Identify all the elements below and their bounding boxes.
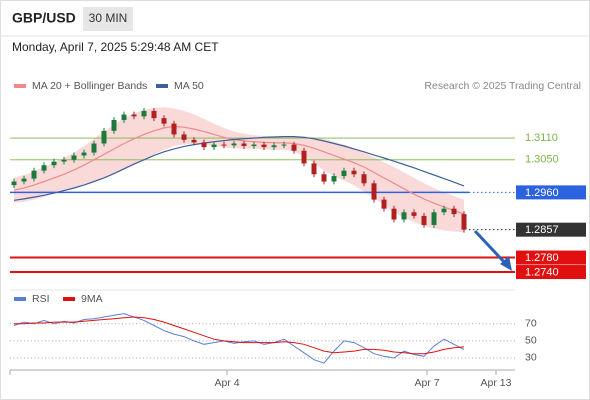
legend-swatch	[14, 84, 26, 88]
candle-body	[401, 212, 407, 220]
candle-body	[121, 114, 127, 120]
candle-body	[111, 119, 117, 131]
arrow-head	[500, 256, 512, 271]
legend-swatch	[156, 84, 168, 88]
candle-body	[151, 110, 157, 119]
candle-body	[131, 114, 137, 117]
candle-body	[421, 215, 427, 225]
candle-body	[91, 143, 97, 153]
level-label: 1.2857	[525, 224, 559, 236]
candle-body	[321, 174, 327, 182]
x-tick-label: Apr 7	[414, 377, 439, 389]
candle-body	[291, 144, 297, 151]
level-box	[516, 185, 586, 200]
ma-line	[13, 136, 465, 201]
source: Research © 2025 Trading Central	[424, 80, 581, 92]
candle-body	[411, 212, 417, 216]
rsi-tick-label: 30	[525, 352, 537, 364]
candle-body	[71, 155, 77, 160]
candle-body	[381, 199, 387, 209]
rsi-line	[14, 316, 465, 355]
candle-body	[191, 139, 197, 143]
candle-body	[81, 152, 87, 156]
candle-body	[61, 159, 67, 162]
candle-body	[51, 161, 57, 166]
candle-body	[41, 165, 47, 171]
bollinger-band	[14, 107, 464, 233]
candle-body	[21, 178, 27, 182]
legend-swatch	[14, 297, 26, 301]
candle-body	[451, 208, 457, 215]
candle-body	[361, 174, 367, 184]
legend-label: MA 20 + Bollinger Bands	[32, 80, 147, 92]
candle-body	[201, 142, 207, 148]
candle-body	[101, 130, 107, 144]
candle-body	[171, 123, 177, 135]
candle-body	[211, 144, 217, 148]
level-label: 1.2960	[525, 187, 559, 199]
candle-body	[231, 143, 237, 146]
legend-label: MA 50	[174, 80, 204, 92]
candle-body	[431, 212, 437, 225]
ma-line	[13, 125, 465, 215]
candle-body	[181, 134, 187, 140]
candle-body	[461, 214, 467, 230]
interval-box	[83, 7, 133, 31]
candle-body	[301, 150, 307, 164]
forecast-arrow	[473, 229, 508, 266]
candle-body	[351, 170, 357, 175]
level-box	[516, 250, 586, 265]
candle-body	[221, 144, 227, 146]
symbol: GBP/USD	[12, 10, 76, 26]
plot: MA 20 + Bollinger Bands MA 50 RSI 9MA Apr 4 A…	[9, 80, 586, 389]
level-box	[516, 222, 586, 237]
candle-body	[341, 170, 347, 177]
candle-body	[261, 144, 267, 148]
candle-body	[271, 145, 277, 148]
timestamp: Monday, April 7, 2025 5:29:48 AM CET	[12, 40, 219, 54]
x-tick-label: Apr 4	[214, 377, 239, 389]
legend-label: 9MA	[81, 293, 103, 305]
interval: 30 MIN	[89, 11, 128, 25]
candle-body	[31, 170, 37, 179]
level-label: 1.3050	[525, 154, 559, 166]
candle-body	[441, 208, 447, 213]
level-box	[516, 265, 586, 280]
legend-label: RSI	[32, 293, 50, 305]
candle-body	[241, 143, 247, 147]
candle-body	[371, 183, 377, 200]
rsi-tick-label: 50	[525, 335, 537, 347]
rsi-tick-label: 70	[525, 318, 537, 330]
candle-body	[11, 181, 17, 186]
level-label: 1.2780	[525, 252, 559, 264]
candle-body	[251, 144, 257, 147]
legend-swatch	[63, 297, 75, 301]
candle-body	[391, 208, 397, 220]
candle-body	[141, 110, 147, 117]
candle-body	[161, 118, 167, 124]
candle-body	[331, 176, 337, 182]
candle-body	[281, 144, 287, 146]
level-label: 1.3110	[525, 132, 558, 144]
x-tick-label: Apr 13	[481, 377, 512, 389]
candle-body	[311, 163, 317, 175]
level-label: 1.2740	[525, 266, 559, 278]
